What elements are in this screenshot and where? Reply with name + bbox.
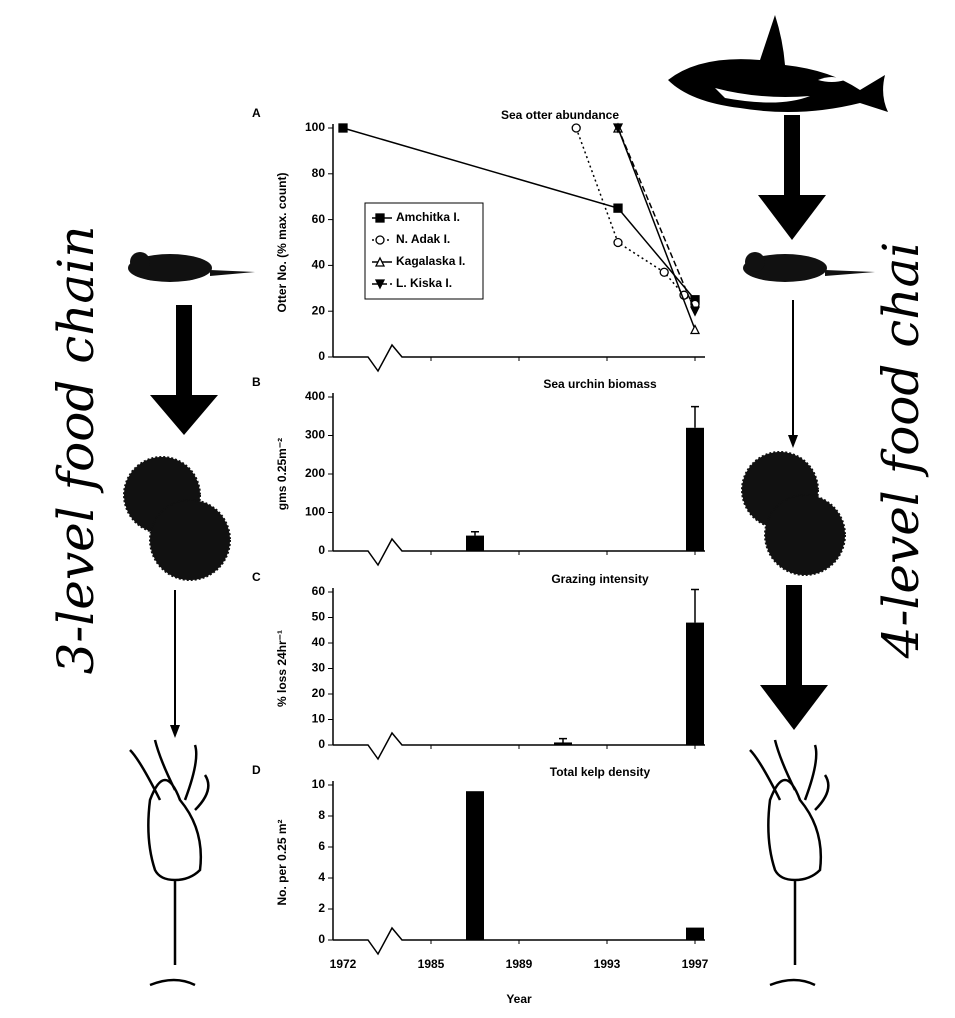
y-tick-label: 60 — [312, 212, 326, 226]
legend-label: N. Adak I. — [396, 232, 450, 246]
panel-title: Sea urchin biomass — [543, 377, 657, 391]
y-tick-label: 400 — [305, 389, 325, 403]
bar — [686, 928, 704, 940]
y-tick-label: 30 — [312, 661, 326, 675]
y-tick-label: 0 — [318, 543, 325, 557]
y-tick-label: 40 — [312, 635, 326, 649]
panel-title: Grazing intensity — [551, 572, 649, 586]
y-tick-label: 20 — [312, 686, 326, 700]
y-tick-label: 8 — [318, 808, 325, 822]
marker — [614, 204, 622, 212]
y-tick-label: 2 — [318, 901, 325, 915]
marker — [572, 124, 580, 132]
y-tick-label: 20 — [312, 303, 326, 317]
illustrations — [124, 15, 888, 985]
marker — [376, 214, 384, 222]
y-tick-label: 80 — [312, 166, 326, 180]
marker — [660, 268, 668, 276]
x-tick-label: 1972 — [330, 957, 357, 971]
y-tick-label: 200 — [305, 466, 325, 480]
panel-title: Total kelp density — [550, 765, 651, 779]
y-axis-label: gms 0.25m⁻² — [275, 438, 289, 510]
x-axis-label: Year — [506, 992, 532, 1006]
x-tick-label: 1989 — [506, 957, 533, 971]
marker — [376, 236, 384, 244]
y-tick-label: 0 — [318, 932, 325, 946]
side-label: 4-level food chai — [872, 242, 930, 660]
legend-label: L. Kiska I. — [396, 276, 452, 290]
error-bar — [691, 407, 699, 428]
error-bar — [471, 532, 479, 536]
y-tick-label: 100 — [305, 120, 325, 134]
legend-label: Amchitka I. — [396, 210, 460, 224]
y-tick-label: 10 — [312, 777, 326, 791]
panel-label: C — [252, 570, 261, 584]
error-bar — [559, 739, 567, 743]
side-label: 3-level food chain — [47, 226, 105, 675]
series-line — [618, 128, 695, 311]
y-tick-label: 4 — [318, 870, 325, 884]
bar — [466, 791, 484, 940]
y-tick-label: 50 — [312, 610, 326, 624]
y-tick-label: 40 — [312, 258, 326, 272]
bar — [554, 742, 572, 745]
y-tick-label: 0 — [318, 349, 325, 363]
panel-label: D — [252, 763, 261, 777]
bar — [686, 623, 704, 745]
x-tick-label: 1985 — [418, 957, 445, 971]
y-axis-label: % loss 24hr⁻¹ — [275, 630, 289, 707]
y-tick-label: 100 — [305, 505, 325, 519]
marker — [339, 124, 347, 132]
marker — [614, 239, 622, 247]
y-axis-label: Otter No. (% max. count) — [275, 172, 289, 312]
y-tick-label: 300 — [305, 428, 325, 442]
figure: 3-level food chain 4-level food chai A Se… — [0, 0, 955, 1013]
marker — [691, 307, 699, 315]
bar — [466, 536, 484, 551]
y-tick-label: 0 — [318, 737, 325, 751]
series-line — [618, 128, 695, 330]
x-tick-label: 1993 — [594, 957, 621, 971]
bar — [686, 428, 704, 551]
y-tick-label: 60 — [312, 584, 326, 598]
y-axis-label: No. per 0.25 m² — [275, 819, 289, 905]
y-tick-label: 10 — [312, 712, 326, 726]
panel-title: Sea otter abundance — [501, 108, 619, 122]
legend-label: Kagalaska I. — [396, 254, 465, 268]
y-tick-label: 6 — [318, 839, 325, 853]
marker — [691, 326, 699, 334]
error-bar — [691, 589, 699, 622]
x-tick-label: 1997 — [682, 957, 709, 971]
panel-label: A — [252, 106, 261, 120]
arrows — [150, 115, 828, 738]
panel-label: B — [252, 375, 261, 389]
